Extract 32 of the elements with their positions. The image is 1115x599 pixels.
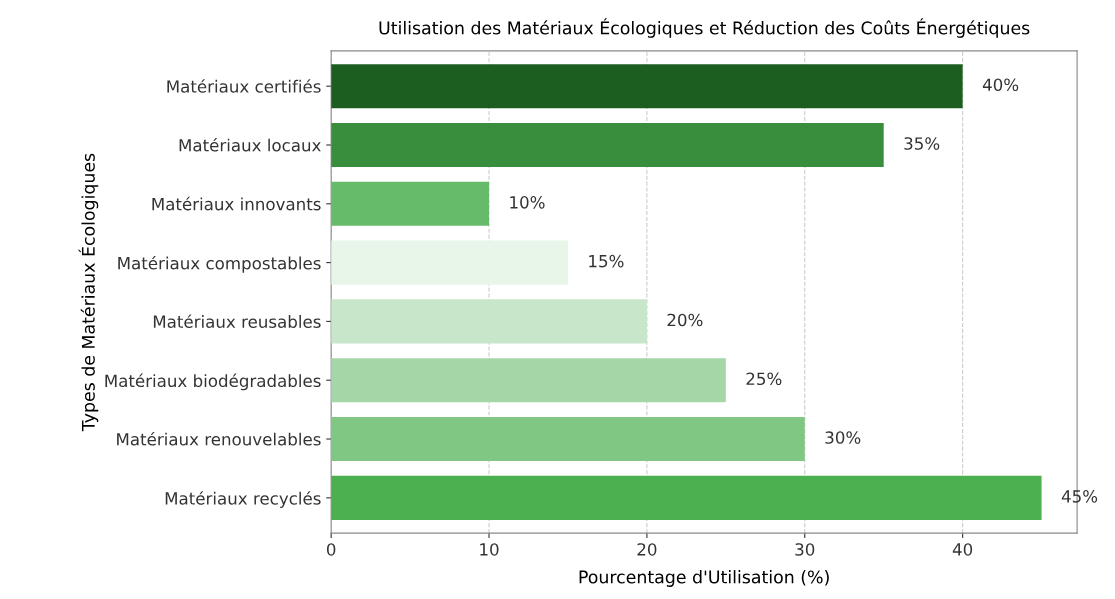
y-tick-label: Matériaux recyclés xyxy=(165,491,321,508)
x-tick-label: 10 xyxy=(480,543,499,556)
x-axis-title: Pourcentage d'Utilisation (%) xyxy=(579,570,829,587)
data-label: 30% xyxy=(825,431,861,444)
y-tick-label: Matériaux innovants xyxy=(152,196,321,211)
x-tick-label: 30 xyxy=(795,543,815,556)
bar xyxy=(331,64,963,109)
data-label: 10% xyxy=(510,196,545,209)
x-tick-label: 40 xyxy=(952,543,973,556)
y-tick-label: Matériaux reusables xyxy=(153,314,321,328)
bar xyxy=(331,299,647,344)
y-tick-label: Matériaux locaux xyxy=(179,138,321,152)
data-label: 45% xyxy=(1061,490,1098,503)
bar xyxy=(331,475,1042,520)
bar xyxy=(331,416,805,462)
x-tick-label: 20 xyxy=(637,543,657,556)
data-label: 20% xyxy=(667,313,703,327)
y-tick-label: Matériaux renouvelables xyxy=(117,432,321,446)
data-label: 35% xyxy=(904,137,940,150)
chart-title: Utilisation des Matériaux Écologiques et Réduction des Coûts Énergétiques xyxy=(379,18,1030,38)
bar xyxy=(331,240,568,285)
bar xyxy=(331,358,726,403)
data-label: 15% xyxy=(589,254,624,268)
bar xyxy=(331,122,884,168)
y-tick-label: Matériaux certifiés xyxy=(167,79,321,93)
y-tick-label: Matériaux compostables xyxy=(118,255,321,273)
data-label: 40% xyxy=(982,78,1019,92)
y-tick-label: Matériaux biodégradables xyxy=(105,373,321,391)
data-label: 25% xyxy=(746,372,782,386)
y-axis-title: Types de Matériaux Écologiques xyxy=(78,153,99,432)
x-tick-label: 0 xyxy=(326,543,336,556)
bar xyxy=(331,181,490,226)
